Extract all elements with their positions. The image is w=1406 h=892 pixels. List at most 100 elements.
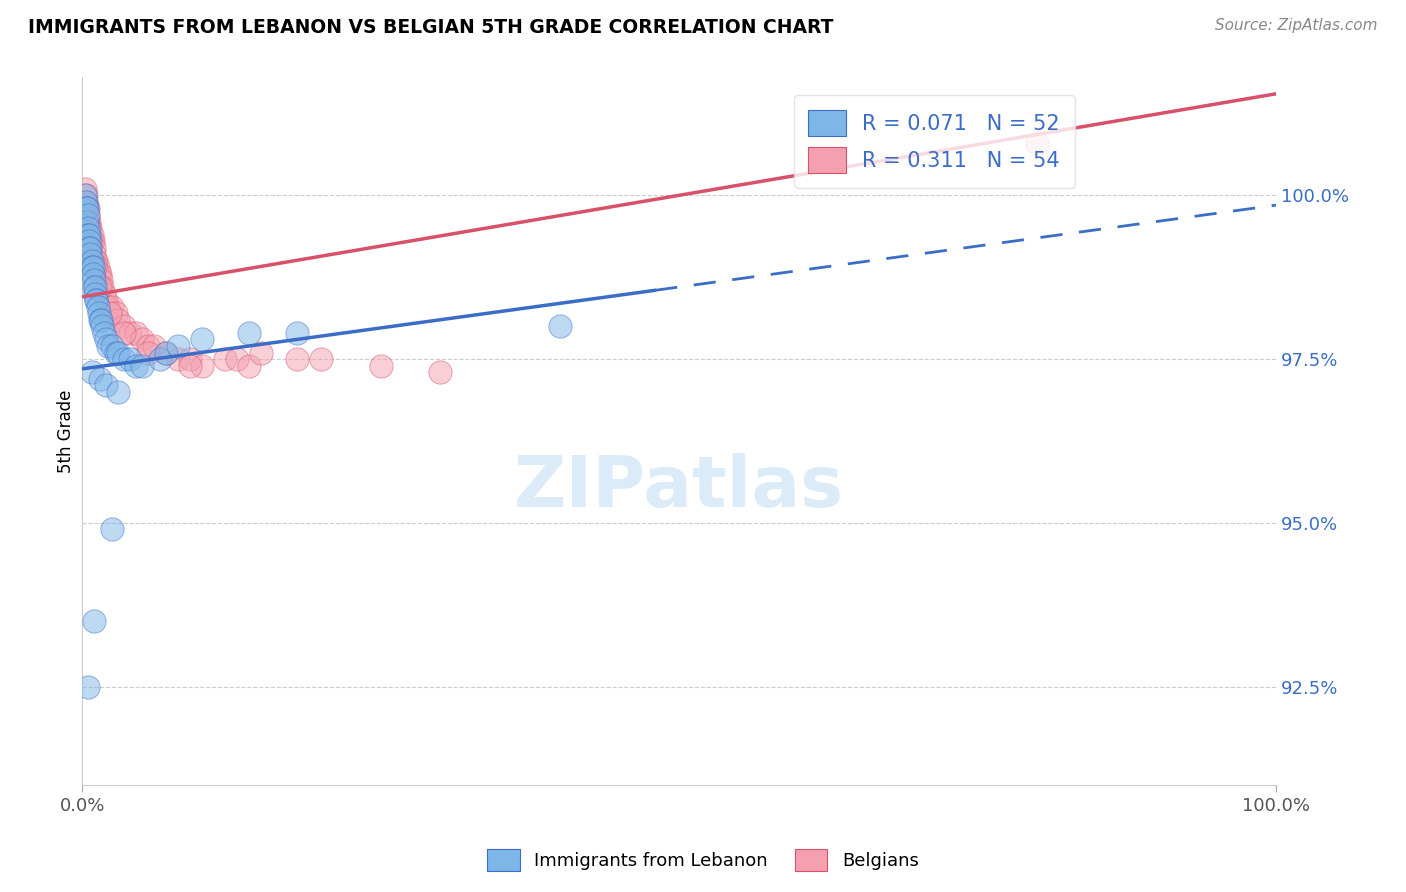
Legend: Immigrants from Lebanon, Belgians: Immigrants from Lebanon, Belgians: [479, 842, 927, 879]
Point: [89, 267, 111, 281]
Point: [250, 345, 273, 359]
Point: [309, 352, 332, 367]
Point: [80, 227, 103, 242]
Point: [73, 188, 96, 202]
Point: [155, 345, 177, 359]
Point: [75, 194, 97, 209]
Point: [87, 306, 110, 320]
Point: [80, 253, 103, 268]
Point: [131, 359, 153, 373]
Point: [86, 253, 108, 268]
Point: [179, 359, 201, 373]
Point: [548, 319, 571, 334]
Point: [80, 234, 103, 248]
Point: [76, 214, 98, 228]
Point: [82, 234, 104, 248]
Point: [79, 221, 101, 235]
Point: [93, 326, 115, 340]
Point: [76, 202, 98, 216]
Point: [90, 312, 112, 326]
Point: [89, 312, 111, 326]
Point: [1026, 136, 1049, 150]
Point: [125, 359, 148, 373]
Point: [93, 286, 115, 301]
Legend: R = 0.071   N = 52, R = 0.311   N = 54: R = 0.071 N = 52, R = 0.311 N = 54: [793, 95, 1074, 188]
Point: [80, 260, 103, 275]
Point: [226, 352, 249, 367]
Point: [86, 300, 108, 314]
Point: [101, 522, 124, 536]
Point: [104, 345, 127, 359]
Point: [155, 345, 177, 359]
Point: [79, 221, 101, 235]
Point: [86, 293, 108, 307]
Point: [107, 345, 129, 359]
Point: [190, 333, 212, 347]
Point: [149, 352, 172, 367]
Point: [83, 273, 105, 287]
Point: [285, 352, 308, 367]
Point: [112, 326, 135, 340]
Point: [87, 267, 110, 281]
Point: [79, 247, 101, 261]
Point: [91, 280, 114, 294]
Point: [107, 384, 129, 399]
Point: [84, 280, 107, 294]
Point: [131, 333, 153, 347]
Point: [238, 359, 260, 373]
Point: [166, 339, 188, 353]
Point: [142, 339, 165, 353]
Point: [94, 333, 117, 347]
Point: [84, 286, 107, 301]
Point: [77, 208, 100, 222]
Point: [107, 312, 129, 326]
Point: [77, 227, 100, 242]
Point: [89, 280, 111, 294]
Point: [83, 241, 105, 255]
Point: [190, 359, 212, 373]
Point: [79, 234, 101, 248]
Point: [112, 352, 135, 367]
Point: [84, 253, 107, 268]
Point: [285, 326, 308, 340]
Point: [94, 378, 117, 392]
Point: [97, 339, 120, 353]
Point: [77, 680, 100, 694]
Point: [214, 352, 236, 367]
Point: [429, 365, 451, 379]
Point: [79, 227, 101, 242]
Point: [86, 293, 108, 307]
Point: [112, 319, 135, 334]
Point: [79, 234, 101, 248]
Point: [98, 306, 121, 320]
Point: [118, 326, 141, 340]
Point: [101, 339, 124, 353]
Point: [104, 306, 127, 320]
Text: IMMIGRANTS FROM LEBANON VS BELGIAN 5TH GRADE CORRELATION CHART: IMMIGRANTS FROM LEBANON VS BELGIAN 5TH G…: [28, 18, 834, 37]
Point: [136, 339, 159, 353]
Point: [83, 247, 105, 261]
Point: [83, 614, 105, 628]
Point: [82, 267, 104, 281]
Point: [166, 352, 188, 367]
Point: [86, 260, 108, 275]
Y-axis label: 5th Grade: 5th Grade: [58, 390, 75, 473]
Point: [83, 280, 105, 294]
Point: [77, 221, 100, 235]
Point: [80, 365, 103, 379]
Point: [77, 202, 100, 216]
Text: ZIPatlas: ZIPatlas: [515, 453, 844, 522]
Point: [79, 241, 101, 255]
Point: [75, 188, 97, 202]
Point: [91, 319, 114, 334]
Point: [89, 372, 111, 386]
Point: [101, 300, 124, 314]
Point: [94, 293, 117, 307]
Point: [84, 260, 107, 275]
Point: [97, 300, 120, 314]
Point: [79, 241, 101, 255]
Point: [136, 345, 159, 359]
Point: [82, 260, 104, 275]
Point: [179, 352, 201, 367]
Point: [75, 194, 97, 209]
